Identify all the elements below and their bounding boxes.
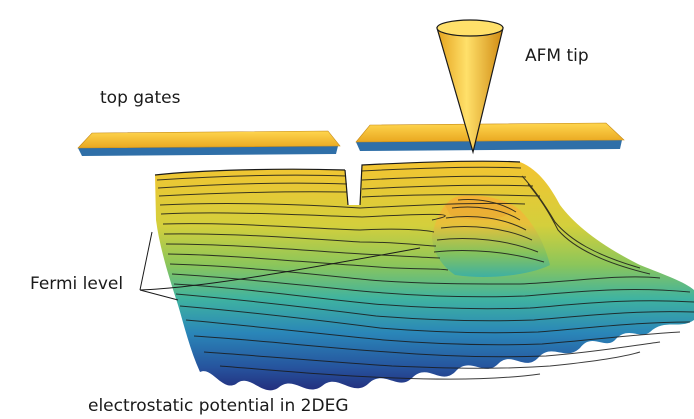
contour-lines: [156, 166, 694, 380]
fermi-level-label: Fermi level: [30, 274, 124, 294]
top-gate-left: [77, 130, 341, 156]
afm-tip-base: [436, 19, 504, 37]
gate-left-top: [77, 130, 341, 149]
gate-right-top: [355, 122, 625, 143]
gate-left-side: [78, 146, 338, 156]
surface-edge: [154, 160, 521, 206]
top-gates-label: top gates: [100, 88, 181, 108]
surface-body: [155, 161, 694, 391]
peak-shadow: [445, 200, 512, 220]
afm-tip: [436, 19, 504, 155]
top-gate-right: [355, 122, 625, 151]
fermi-level-pointer: [139, 231, 421, 301]
gate-right-side: [356, 140, 622, 151]
afm-tip-label: AFM tip: [525, 46, 589, 66]
potential-surface: [154, 160, 694, 391]
diagram-caption: electrostatic potential in 2DEG: [88, 396, 349, 416]
